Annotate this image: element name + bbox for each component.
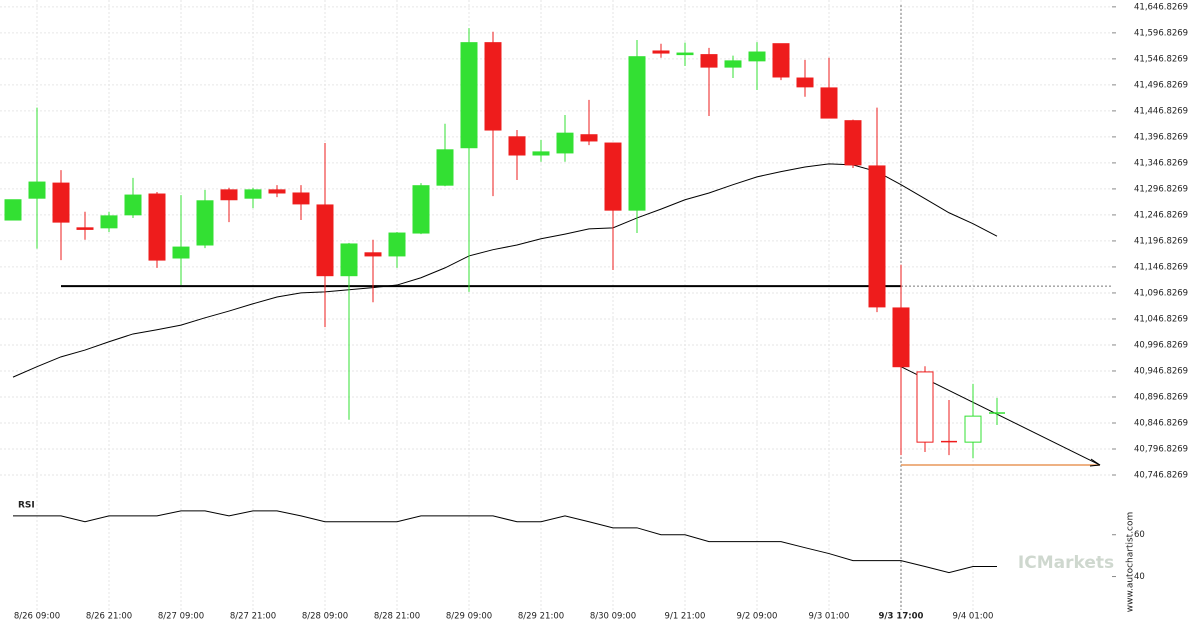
x-tick-label: 8/29 21:00 [518,612,564,622]
x-tick-label: 9/3 17:00 [879,612,924,622]
y-tick-label: 40,896.8269 [1134,392,1188,402]
y-tick-label: 41,246.8269 [1134,210,1188,220]
trend-arrow [900,366,1101,466]
candle-body [868,165,886,308]
candle-body [196,200,214,246]
y-tick-label: 41,446.8269 [1134,106,1188,116]
x-tick-label: 9/4 01:00 [953,612,994,622]
candle-body [4,199,22,221]
candle-body [700,54,718,68]
candle-body [580,134,598,142]
y-tick-label: 41,046.8269 [1134,314,1188,324]
x-tick-label: 8/27 21:00 [230,612,276,622]
x-tick-label: 8/28 09:00 [302,612,348,622]
y-tick-label: 40,846.8269 [1134,418,1188,428]
candle-body [412,185,430,234]
candle-body [508,136,526,156]
candle-body [820,87,838,119]
candle-body [172,246,190,259]
rsi-tick-label: 40 [1134,572,1145,582]
candle-body [652,50,670,54]
x-tick-label: 9/3 01:00 [809,612,850,622]
candle-body [772,43,790,78]
x-tick-label: 8/26 09:00 [14,612,60,622]
candle-body [364,252,382,257]
candle-body [460,42,478,149]
candle-body [724,60,742,68]
candle-body [316,204,334,277]
y-tick-label: 41,396.8269 [1134,132,1188,142]
y-tick-label: 40,996.8269 [1134,340,1188,350]
y-tick-label: 40,946.8269 [1134,366,1188,376]
brand-logo: ICMarkets [1018,553,1114,573]
candle-body [100,215,118,229]
candle-body [748,51,766,62]
rsi-label: RSI [18,501,35,511]
x-tick-label: 8/29 09:00 [446,612,492,622]
candle-body [148,193,166,261]
candle-body [52,182,70,223]
y-tick-label: 41,346.8269 [1134,158,1188,168]
candle-body [964,415,982,443]
moving-average [12,163,998,378]
candle-body [340,243,358,277]
y-tick-label: 41,196.8269 [1134,236,1188,246]
x-tick-label: 8/26 21:00 [86,612,132,622]
rsi-line [13,510,997,574]
y-tick-label: 41,546.8269 [1134,54,1188,64]
candle-body [124,194,142,216]
candle-body [916,371,934,443]
y-tick-label: 41,596.8269 [1134,28,1188,38]
y-tick-label: 40,796.8269 [1134,444,1188,454]
candle-body [388,232,406,257]
candle-body [484,42,502,131]
candle-body [796,77,814,88]
arrow-head [1089,458,1101,467]
x-tick-label: 9/1 21:00 [665,612,706,622]
candle-body [892,307,910,368]
candle-body [220,189,238,201]
y-tick-label: 41,646.8269 [1134,2,1188,12]
candle-body [628,56,646,211]
candle-body [268,189,286,194]
y-tick-label: 41,496.8269 [1134,80,1188,90]
x-tick-label: 8/30 09:00 [590,612,636,622]
y-tick-label: 41,296.8269 [1134,184,1188,194]
y-tick-label: 41,096.8269 [1134,288,1188,298]
watermark: www.autochartist.com [1126,512,1136,613]
candle-body [76,227,94,230]
rsi-tick-label: 60 [1134,530,1145,540]
candle-body [436,149,454,186]
candle-body [604,142,622,211]
y-tick-label: 40,746.8269 [1134,471,1188,481]
candle-body [676,52,694,56]
x-tick-label: 8/28 21:00 [374,612,420,622]
x-tick-label: 8/27 09:00 [158,612,204,622]
candle-body [28,181,46,199]
y-tick-label: 41,146.8269 [1134,262,1188,272]
candle-body [532,151,550,156]
candle-body [244,189,262,199]
x-tick-label: 9/2 09:00 [737,612,778,622]
candle-body [292,192,310,205]
candle-body [844,120,862,166]
candle-body [556,132,574,154]
